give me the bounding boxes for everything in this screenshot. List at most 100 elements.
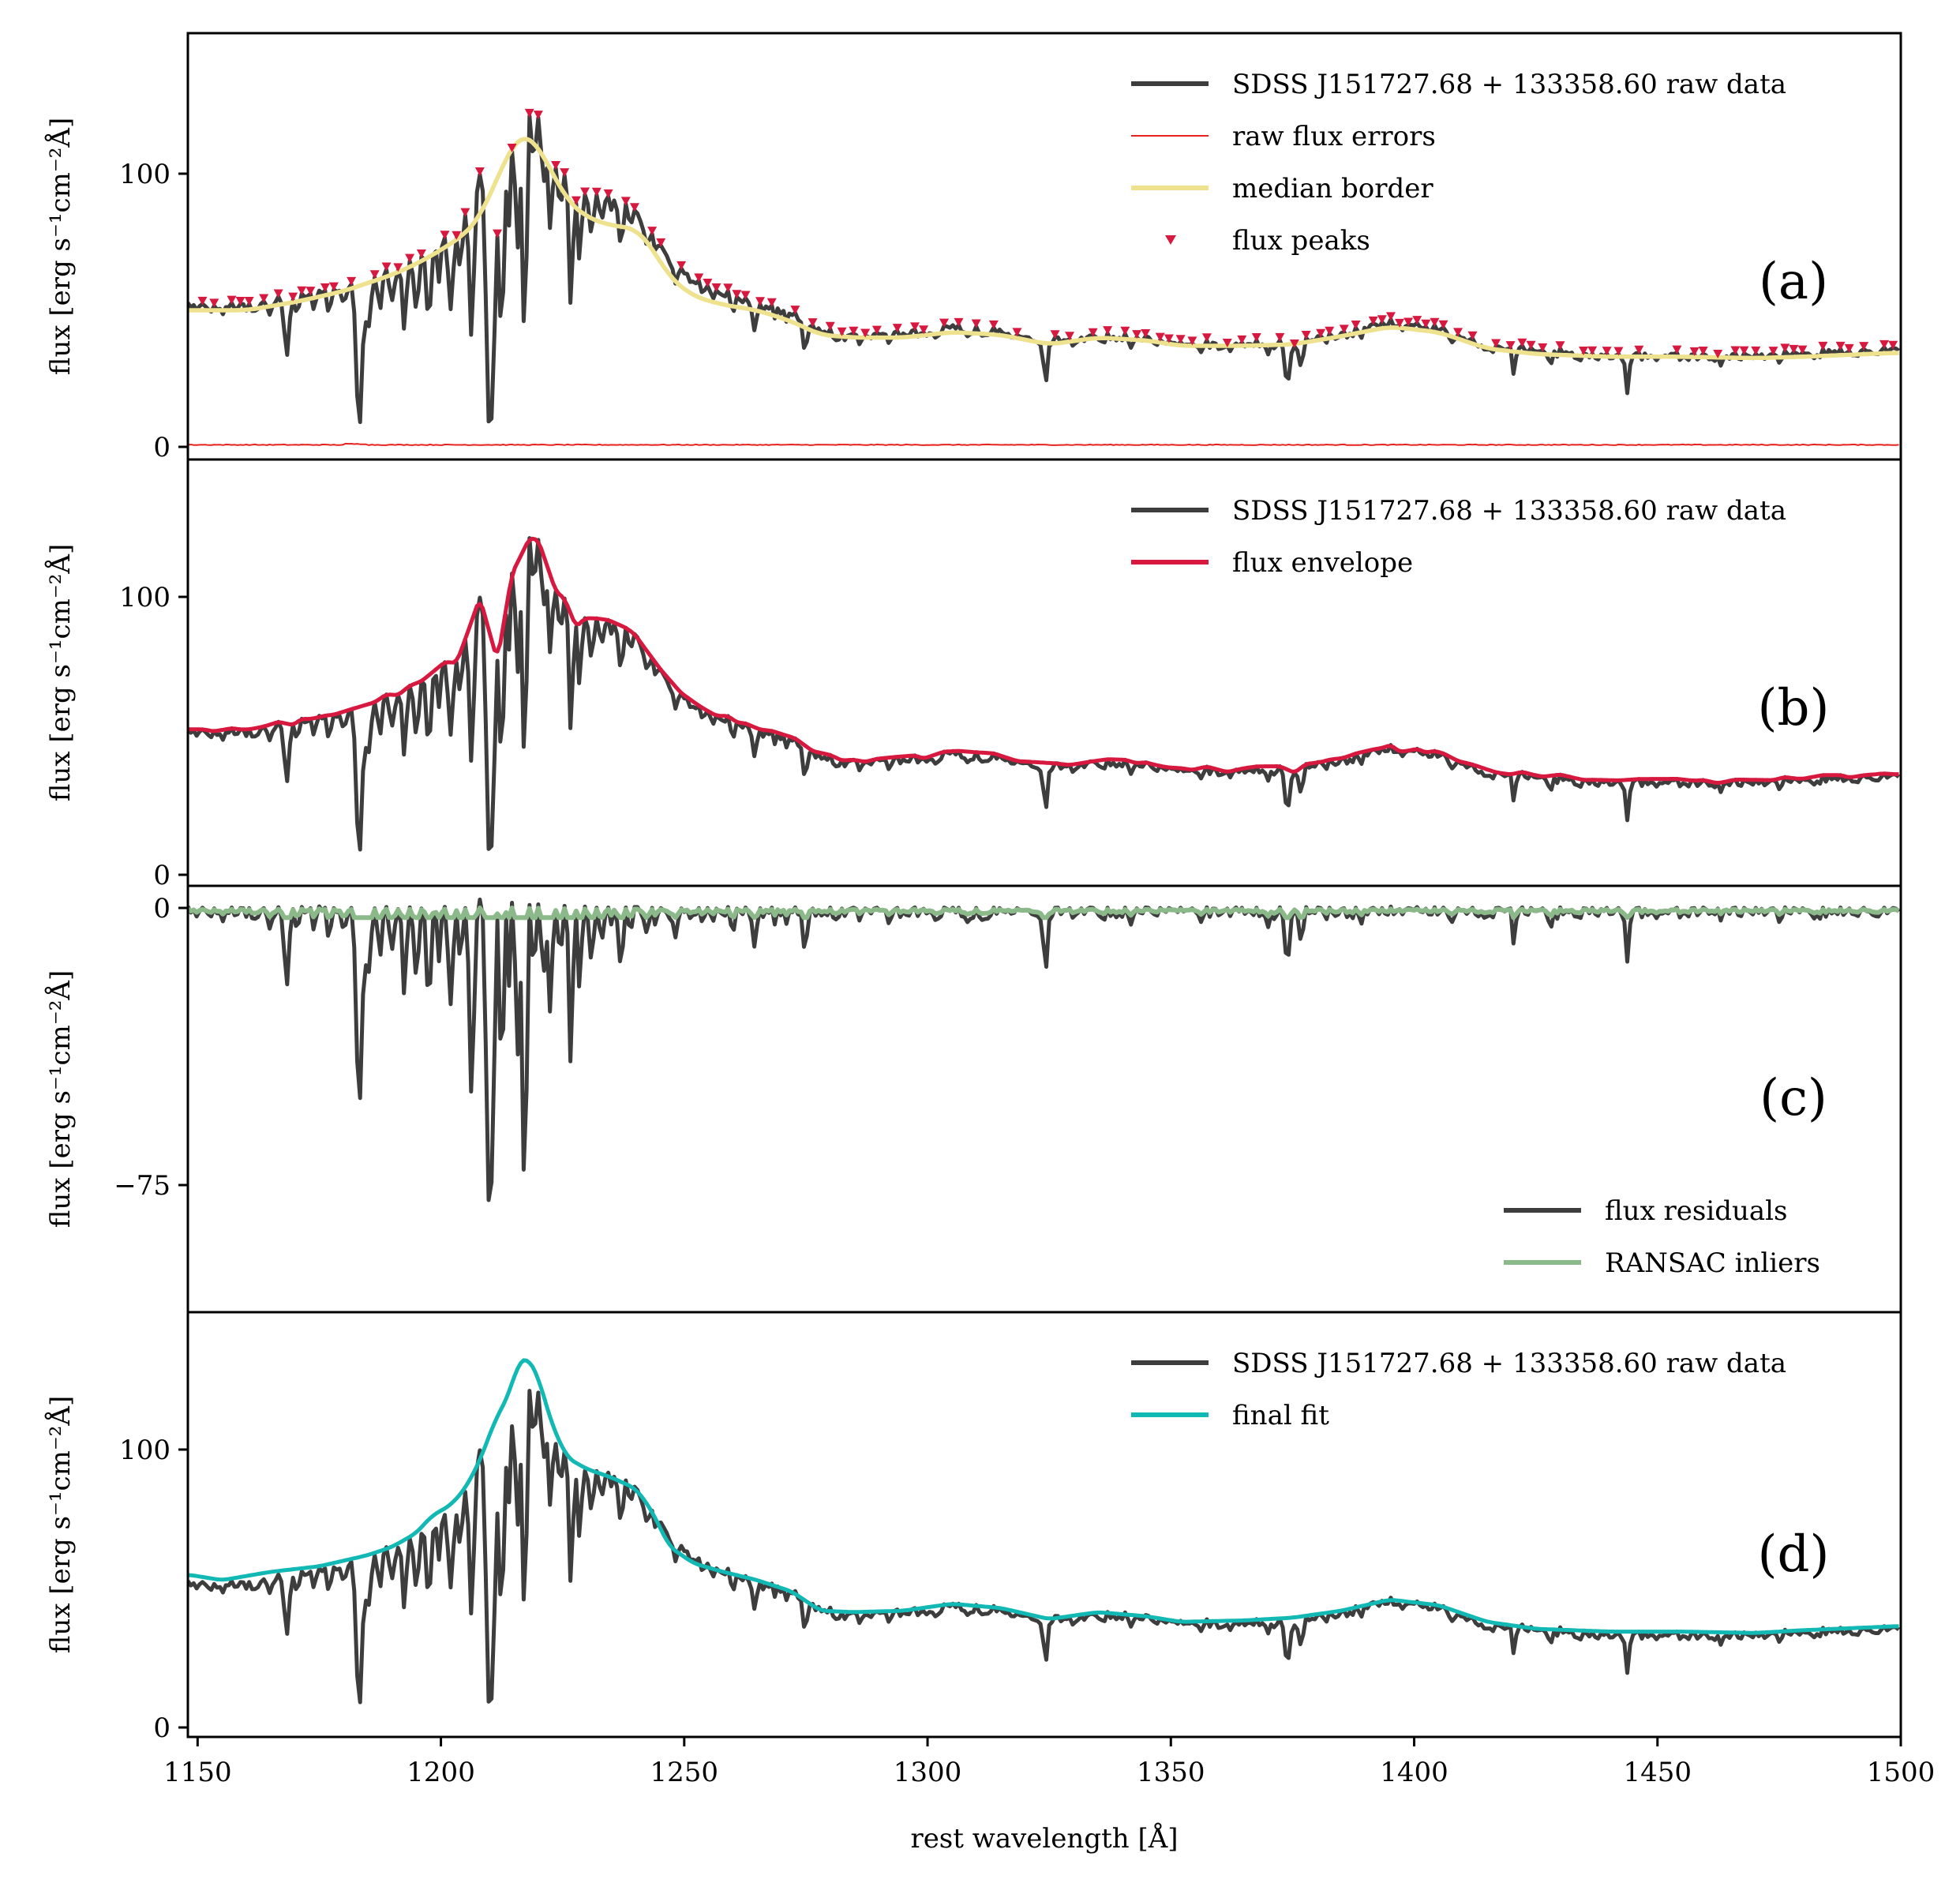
flux-peak-marker (892, 324, 902, 333)
legend-label: raw flux errors (1232, 121, 1436, 152)
flux-peak-marker (1602, 347, 1612, 356)
flux-peak-marker (1368, 316, 1378, 325)
flux-peak-marker (1339, 324, 1349, 334)
flux-peak-marker (1634, 345, 1644, 354)
flux-peak-marker (1555, 341, 1565, 351)
flux-peak-marker (1818, 341, 1828, 351)
x-tick-label: 1300 (894, 1757, 962, 1788)
flux-peak-marker (507, 144, 517, 153)
flux-peak-marker (1491, 339, 1501, 348)
flux-peak-marker (1251, 333, 1261, 343)
flux-peak-marker (197, 296, 208, 306)
flux-peak-marker (703, 278, 713, 287)
flux-peak-marker (369, 270, 380, 279)
y-axis-label: flux [erg s⁻¹cm⁻²Å] (44, 970, 77, 1228)
flux-peak-marker (305, 287, 316, 296)
flux-peak-marker (1526, 340, 1536, 350)
flux-peak-marker (1395, 318, 1405, 328)
flux-peak-marker (1120, 326, 1130, 336)
flux-peak-marker (1789, 344, 1799, 354)
flux-peak-marker (1780, 343, 1790, 353)
flux-peak-marker (1237, 335, 1247, 344)
legend-label: median border (1232, 173, 1433, 204)
flux-peak-marker (1768, 347, 1778, 356)
flux-peak-marker (571, 196, 581, 205)
flux-peak-marker (1385, 312, 1396, 321)
y-tick-label: 0 (153, 432, 171, 463)
series-raw-data-line (188, 536, 1900, 852)
series-flux-errors-line (188, 442, 1899, 446)
flux-peak-marker (711, 283, 721, 292)
flux-peak-marker (1155, 332, 1165, 342)
series-median-border-line (188, 137, 1899, 361)
panel-tag: (b) (1758, 679, 1830, 737)
y-tick-label: −75 (114, 1170, 171, 1202)
flux-peak-marker (297, 286, 307, 295)
flux-peak-marker (288, 292, 298, 302)
flux-peak-marker (971, 319, 981, 328)
flux-peak-marker (1421, 319, 1431, 328)
y-axis-label: flux [erg s⁻¹cm⁻²Å] (44, 118, 77, 375)
flux-peak-marker (273, 289, 283, 298)
flux-peak-marker (440, 231, 450, 240)
plot-area (188, 897, 1901, 1202)
flux-peak-marker (1175, 335, 1186, 344)
series-flux-residuals-line (188, 897, 1901, 1202)
flux-peak-marker (1050, 330, 1060, 339)
legend-label: SDSS J151727.68 + 133358.60 raw data (1232, 1348, 1786, 1379)
panel-b: 0 100 flux [erg s⁻¹cm⁻²Å] (b) SDSS J151727.6… (44, 458, 1902, 891)
flux-peak-marker (1835, 341, 1846, 351)
series-raw-data-line (188, 114, 1900, 425)
flux-peak-marker (1730, 346, 1741, 355)
series-flux-envelope-line (188, 536, 1899, 785)
flux-peak-marker (328, 282, 339, 291)
flux-peak-marker (1403, 317, 1414, 327)
flux-peak-marker (235, 297, 245, 306)
x-axis: 1150 1200 1250 1300 1350 1400 1450 1500 rest wav… (163, 1737, 1935, 1855)
x-axis-label: rest wavelength [Å] (910, 1822, 1178, 1855)
flux-peak-marker (1351, 320, 1361, 329)
flux-peak-marker (910, 322, 920, 332)
series-final-fit-line (188, 1358, 1899, 1635)
plot-area (188, 536, 1900, 852)
flux-peak-marker (620, 197, 631, 206)
legend-label: flux peaks (1232, 225, 1370, 257)
flux-peak-marker (1739, 346, 1749, 355)
panel-d: 0 100 flux [erg s⁻¹cm⁻²Å] (d) SDSS J151727.6… (44, 1311, 1902, 1744)
flux-peak-marker (1453, 328, 1463, 337)
flux-peak-marker (209, 298, 219, 308)
series-ransac-inliers-line (188, 906, 1900, 921)
y-axis-label: flux [erg s⁻¹cm⁻²Å] (44, 1396, 77, 1653)
y-tick-label: 0 (153, 860, 171, 891)
legend-label: flux envelope (1232, 547, 1413, 579)
flux-peak-marker (405, 253, 415, 263)
flux-peak-marker (381, 262, 392, 272)
flux-peak-marker (766, 298, 777, 307)
flux-peak-marker (1164, 334, 1174, 343)
flux-peak-marker (1888, 340, 1898, 350)
series-raw-data-line (188, 1389, 1900, 1705)
flux-peak-marker (939, 318, 950, 328)
flux-peak-marker (1187, 336, 1197, 346)
flux-peak-marker (808, 318, 818, 328)
legend-label: SDSS J151727.68 + 133358.60 raw data (1232, 495, 1786, 527)
flux-peak-marker (1859, 342, 1869, 351)
flux-peak-marker (647, 227, 658, 236)
flux-peak-marker (460, 208, 470, 217)
legend-label: final fit (1232, 1400, 1329, 1431)
flux-peak-marker (1012, 328, 1022, 337)
flux-peak-marker (1698, 347, 1708, 356)
flux-peak-marker (1579, 346, 1589, 355)
flux-peak-marker (954, 317, 964, 327)
flux-peak-marker (1672, 345, 1682, 354)
flux-peak-marker (740, 291, 751, 300)
flux-peak-marker (825, 321, 835, 331)
legend: SDSS J151727.68 + 133358.60 raw data fina… (1131, 1348, 1786, 1431)
y-tick-label: 0 (153, 1712, 171, 1744)
flux-peak-marker (227, 295, 237, 305)
flux-peak-marker (656, 238, 666, 247)
flux-peak-marker (849, 326, 859, 336)
flux-peak-marker (1301, 330, 1311, 339)
flux-peak-marker (347, 276, 357, 286)
